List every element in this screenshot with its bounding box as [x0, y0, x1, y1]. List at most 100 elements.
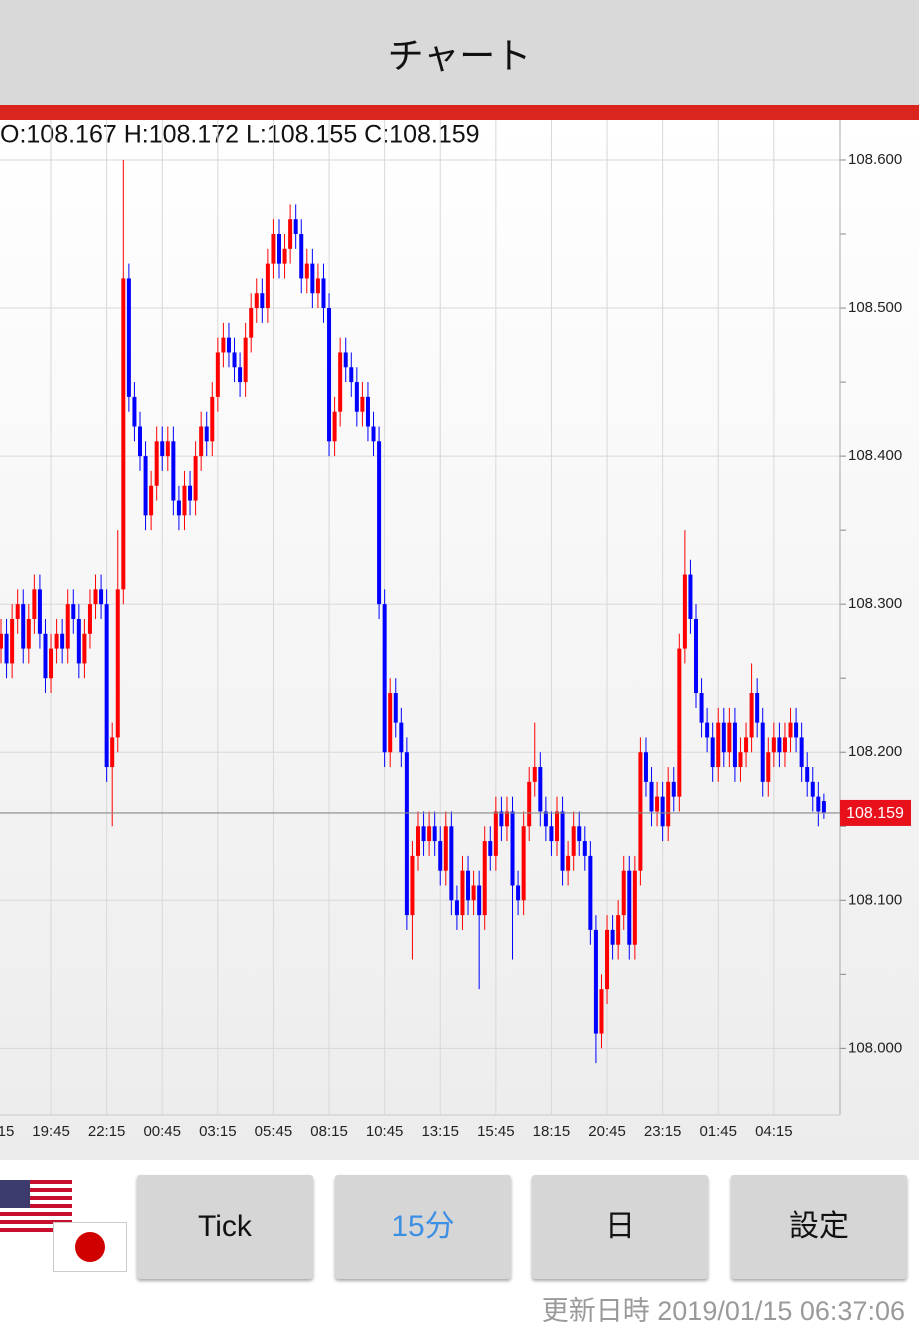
top-bar [0, 0, 919, 105]
candle-body [488, 841, 493, 856]
timeframe-button[interactable]: 設定 [731, 1175, 907, 1279]
y-tick-label: 108.500 [848, 299, 902, 316]
candle-body [382, 604, 387, 753]
candle-body [749, 693, 754, 738]
candle-body [37, 589, 42, 634]
candle-body [821, 801, 826, 813]
candle-body [143, 456, 148, 516]
candle-body [238, 367, 243, 383]
candle-body [721, 722, 726, 753]
candle-body [771, 737, 776, 753]
candle-body [171, 441, 176, 501]
candle-body [421, 826, 426, 842]
candle-body [521, 826, 526, 901]
candle-body [243, 337, 248, 383]
candle-body [0, 633, 3, 649]
candle-body [582, 841, 587, 856]
candle-body [271, 234, 276, 264]
candle-body [744, 737, 749, 753]
candle-body [416, 826, 420, 856]
candle-body [315, 278, 320, 294]
candle-body [327, 308, 332, 442]
candle-body [210, 396, 215, 442]
timeframe-button[interactable]: 15分 [335, 1175, 511, 1279]
candle-body [226, 337, 231, 353]
timeframe-button[interactable]: Tick [137, 1175, 313, 1279]
candle-body [99, 589, 104, 605]
candle-body [621, 870, 626, 916]
update-time: 更新日時 2019/01/15 06:37:06 [541, 1296, 905, 1326]
candle-body [666, 781, 671, 827]
candle-body [60, 633, 65, 649]
x-tick-label: 15 [0, 1123, 14, 1140]
accent-bar [0, 105, 919, 120]
candle-body [399, 722, 404, 753]
candle-body [304, 263, 309, 279]
candle-body [727, 722, 732, 753]
candle-body [532, 767, 537, 782]
last-price-label: 108.159 [846, 805, 904, 822]
candle-body [699, 693, 704, 723]
candle-body [738, 752, 743, 768]
candle-body [132, 396, 137, 427]
x-tick-label: 00:45 [143, 1123, 181, 1140]
candle-body [410, 855, 415, 916]
y-tick-label: 108.400 [848, 447, 902, 464]
candle-body [404, 752, 409, 916]
chart: O:108.167 H:108.172 L:108.155 C:108.159 … [0, 120, 919, 1160]
candle-body [93, 589, 98, 605]
candle-body [427, 826, 432, 842]
candle-body [732, 722, 737, 768]
jp-flag[interactable] [53, 1222, 127, 1272]
x-tick-label: 15:45 [477, 1123, 515, 1140]
candle-body [577, 826, 582, 842]
candle-body [555, 811, 559, 842]
candle-body [26, 618, 31, 649]
candle-body [43, 633, 48, 679]
candle-body [343, 352, 348, 368]
candle-body [138, 426, 142, 457]
candle-body [49, 648, 54, 679]
candle-body [288, 219, 293, 249]
candle-body [299, 234, 304, 279]
candle-body [110, 737, 115, 768]
candle-body [588, 855, 593, 930]
candle-body [499, 811, 504, 827]
candle-body [788, 722, 793, 738]
candle-body [560, 811, 565, 871]
candle-body [377, 441, 382, 605]
candle-body [121, 278, 126, 590]
candle-body [265, 263, 270, 309]
candle-body [610, 929, 615, 945]
candle-body [454, 900, 459, 916]
x-tick-label: 08:15 [310, 1123, 348, 1140]
candle-body [805, 767, 810, 782]
candle-body [76, 618, 81, 664]
candle-body [782, 737, 787, 753]
last-price-tag [840, 799, 911, 826]
candle-body [538, 767, 543, 812]
candle-body [365, 396, 370, 427]
candle-body [443, 826, 448, 871]
candle-body [71, 604, 76, 619]
candle-body [632, 870, 637, 945]
candle-body [477, 885, 482, 916]
candle-body [204, 426, 209, 442]
candle-body [188, 485, 193, 501]
candle-body [705, 722, 710, 738]
candle-body [438, 841, 443, 871]
candle-body [360, 396, 365, 412]
x-tick-label: 10:45 [366, 1123, 404, 1140]
screen-title: チャート [387, 35, 532, 76]
candle-body [277, 234, 281, 264]
candle-body [65, 604, 70, 649]
candle-body [160, 441, 165, 457]
candle-body [4, 633, 9, 664]
timeframe-button[interactable]: 日 [532, 1175, 708, 1279]
candle-body [338, 352, 343, 412]
candle-body [660, 796, 665, 827]
y-tick-label: 108.100 [848, 891, 902, 908]
candle-body [671, 781, 676, 797]
candle-body [466, 870, 471, 901]
candle-body [54, 633, 59, 649]
